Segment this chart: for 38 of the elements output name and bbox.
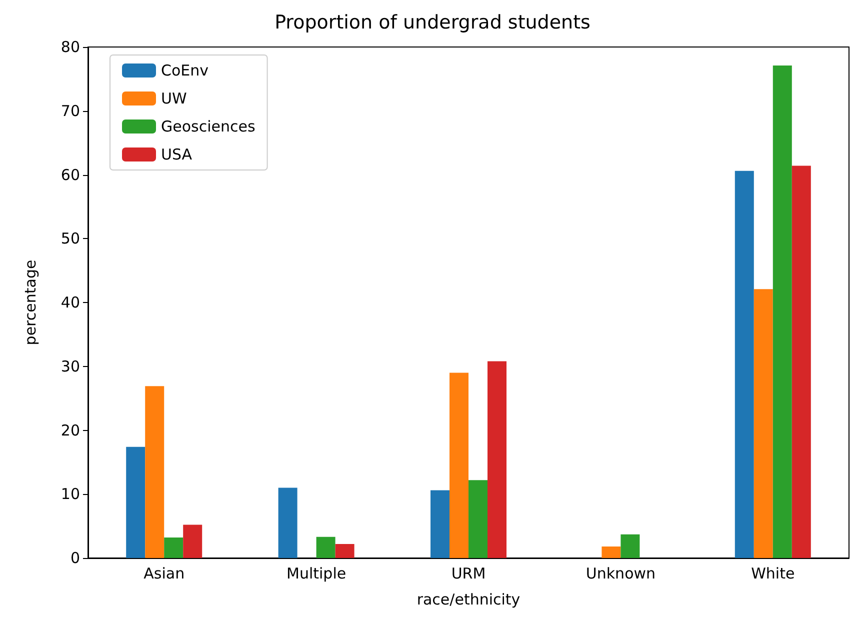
- bar: [126, 446, 146, 558]
- y-tick-label: 60: [60, 166, 80, 184]
- bar: [450, 372, 468, 558]
- bar: [164, 538, 184, 558]
- bar: [183, 524, 202, 558]
- bar: [335, 544, 354, 558]
- legend-label: Geosciences: [161, 118, 256, 136]
- x-tick-label: Unknown: [586, 564, 656, 582]
- y-tick-label: 50: [60, 230, 80, 248]
- bar: [734, 170, 754, 558]
- x-tick-label: Asian: [144, 564, 185, 582]
- y-tick-label: 80: [60, 38, 80, 56]
- x-tick-label: White: [751, 564, 795, 582]
- chart-title: Proportion of undergrad students: [274, 12, 590, 34]
- bar: [602, 546, 621, 558]
- bar: [145, 386, 164, 558]
- y-tick-label: 0: [70, 549, 80, 567]
- legend-label: USA: [161, 146, 193, 164]
- x-axis-title: race/ethnicity: [416, 590, 520, 608]
- bar: [316, 536, 336, 558]
- bar: [430, 490, 450, 558]
- legend-label: UW: [161, 90, 187, 108]
- bar: [278, 488, 298, 558]
- y-axis-title: percentage: [22, 260, 40, 346]
- bar: [772, 66, 792, 558]
- x-tick-label: URM: [451, 564, 486, 582]
- bar: [792, 166, 811, 558]
- y-tick-label: 20: [60, 421, 80, 440]
- legend-label: CoEnv: [161, 62, 209, 80]
- bar: [754, 289, 773, 558]
- x-tick-label: Multiple: [286, 564, 346, 582]
- y-tick-label: 40: [60, 294, 80, 312]
- y-tick-label: 30: [60, 357, 80, 376]
- bar: [488, 361, 506, 558]
- y-tick-label: 10: [60, 485, 80, 504]
- bar: [468, 480, 488, 558]
- bar: [620, 534, 640, 558]
- y-tick-label: 70: [60, 102, 80, 120]
